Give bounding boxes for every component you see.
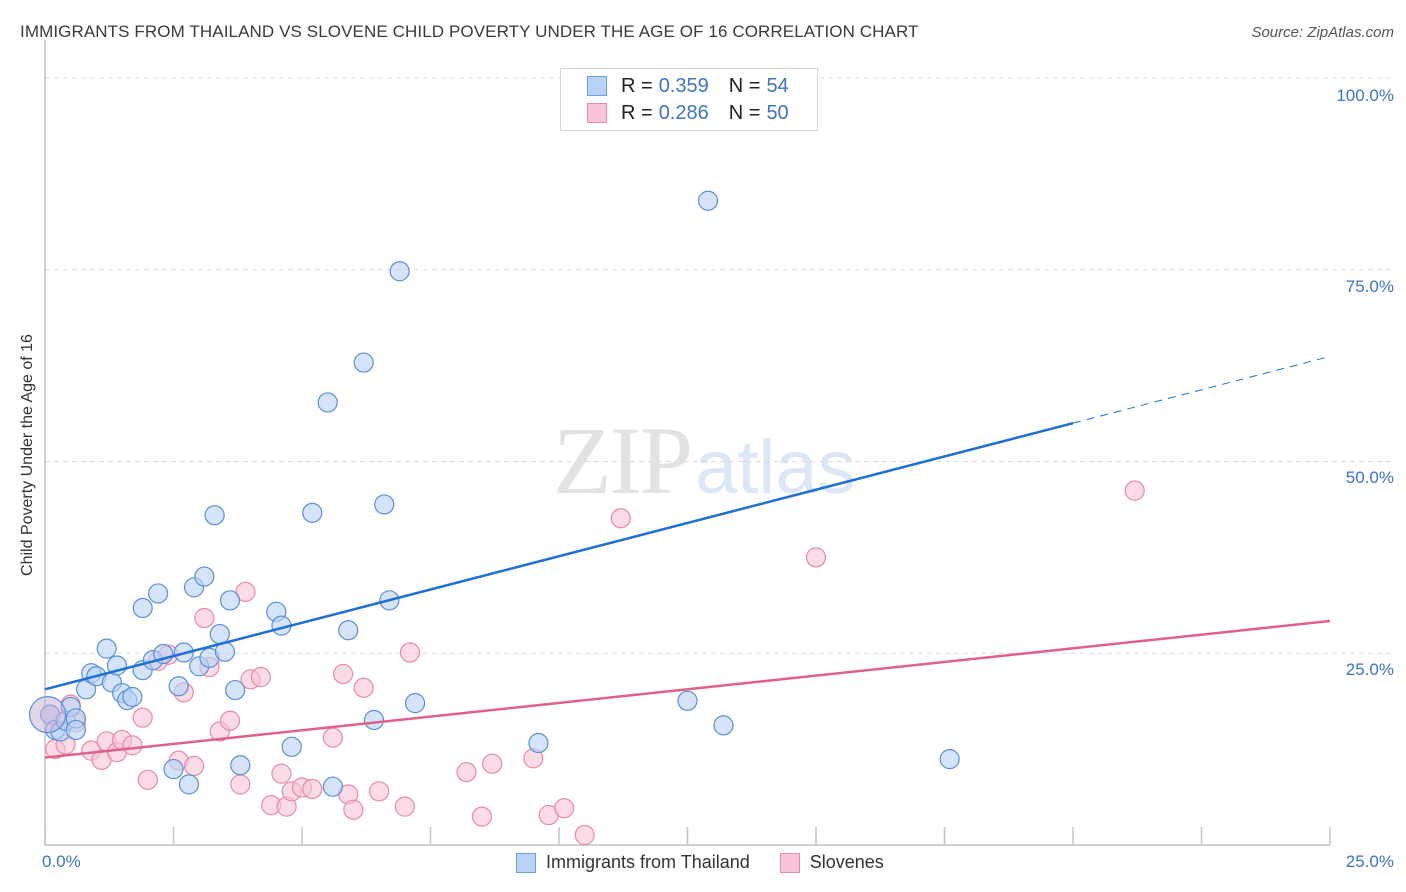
watermark-atlas: atlas <box>695 425 856 510</box>
thailand-point <box>163 758 184 780</box>
thailand-point <box>713 715 734 736</box>
legend-swatch-blue <box>587 76 607 96</box>
thailand-trend-line <box>44 421 1074 691</box>
thailand-point <box>230 755 251 776</box>
slovenes-point <box>219 710 241 731</box>
slovenes-point <box>250 666 271 688</box>
thailand-point <box>194 566 215 587</box>
thailand-point <box>697 190 719 211</box>
slovenes-point <box>302 778 323 800</box>
source-label: Source: ZipAtlas.com <box>1251 24 1394 41</box>
thailand-point <box>404 693 426 714</box>
thailand-point <box>96 638 117 659</box>
legend-n-value: 54 <box>766 74 789 97</box>
y-tick-100: 100.0% <box>1336 86 1394 105</box>
slovenes-point <box>471 806 492 827</box>
chart-title: IMMIGRANTS FROM THAILAND VS SLOVENE CHIL… <box>20 22 919 41</box>
stats-legend: R = 0.359 N = 54 R = 0.286 N = 50 <box>560 68 818 131</box>
thailand-point <box>168 676 189 697</box>
thailand-point <box>528 732 549 754</box>
legend-n-label: N = <box>728 101 761 124</box>
legend-r-value: 0.359 <box>658 74 709 97</box>
legend-r-label: R = <box>621 101 653 124</box>
thailand-point <box>219 590 241 611</box>
legend-r-value: 0.286 <box>658 101 709 124</box>
series-label-slovenes: Slovenes <box>809 852 884 872</box>
series-swatch-pink <box>779 852 800 873</box>
legend-row-slovenes: R = 0.286 N = 50 <box>587 101 789 125</box>
thailand-point <box>338 620 359 641</box>
legend-row-thailand: R = 0.359 N = 54 <box>587 74 789 98</box>
legend-n-label: N = <box>728 74 761 97</box>
series-legend-thailand[interactable]: Immigrants from Thailand <box>516 852 750 873</box>
slovenes-point <box>610 508 631 529</box>
slovenes-point <box>369 781 390 802</box>
legend-swatch-pink <box>587 103 607 123</box>
slovenes-point <box>271 763 292 784</box>
thailand-point <box>132 597 153 619</box>
thailand-point <box>374 494 395 515</box>
series-label-thailand: Immigrants from Thailand <box>546 852 750 872</box>
slovenes-point <box>132 707 153 728</box>
thailand-point <box>389 261 410 282</box>
overlap-point <box>28 696 67 734</box>
thailand-point <box>225 679 246 701</box>
slovenes-point <box>482 753 503 774</box>
slovenes-point <box>183 755 205 777</box>
slovenes-point <box>122 735 143 756</box>
y-tick-25: 25.0% <box>1345 660 1394 679</box>
slovenes-point <box>353 677 374 698</box>
thailand-point <box>302 502 323 523</box>
thailand-point <box>317 392 338 413</box>
series-legend-slovenes[interactable]: Slovenes <box>779 852 884 873</box>
thailand-point <box>209 623 230 645</box>
slovenes-point <box>230 774 251 795</box>
y-tick-50: 50.0% <box>1345 468 1394 487</box>
slovenes-point <box>194 607 215 629</box>
thailand-point <box>363 709 385 731</box>
watermark-zip: ZIP <box>553 407 693 514</box>
series-swatch-blue <box>516 852 536 873</box>
slovenes-point <box>805 547 827 568</box>
thailand-point <box>939 748 960 770</box>
thailand-trend-extension <box>1072 355 1331 424</box>
slovenes-point <box>235 581 256 602</box>
slovenes-point <box>574 824 595 846</box>
y-tick-75: 75.0% <box>1345 277 1394 296</box>
y-axis-label: Child Poverty Under the Age of 16 <box>19 334 36 576</box>
thailand-point <box>178 774 200 795</box>
thailand-point <box>353 352 374 373</box>
slovenes-trend-line <box>44 619 1331 759</box>
slovenes-point <box>394 796 415 817</box>
x-tick-25: 25.0% <box>1345 852 1394 871</box>
thailand-point <box>147 583 169 604</box>
x-tick-0: 0.0% <box>42 852 81 871</box>
thailand-point <box>65 719 86 741</box>
series-legend: Immigrants from Thailand Slovenes <box>516 852 914 873</box>
slovenes-point <box>322 727 343 748</box>
legend-r-label: R = <box>621 74 653 97</box>
slovenes-point <box>1124 480 1145 501</box>
slovenes-point <box>333 663 354 685</box>
slovenes-point <box>554 798 575 819</box>
slovenes-point <box>137 769 158 790</box>
thailand-point <box>322 776 343 797</box>
slovenes-point <box>343 799 364 820</box>
thailand-point <box>677 690 698 711</box>
slovenes-point <box>399 642 421 663</box>
watermark: ZIPatlas <box>553 405 856 516</box>
slovenes-point <box>456 762 477 783</box>
thailand-point <box>281 736 302 757</box>
legend-n-value: 50 <box>766 101 789 124</box>
thailand-point <box>122 686 143 708</box>
thailand-point <box>204 505 225 526</box>
